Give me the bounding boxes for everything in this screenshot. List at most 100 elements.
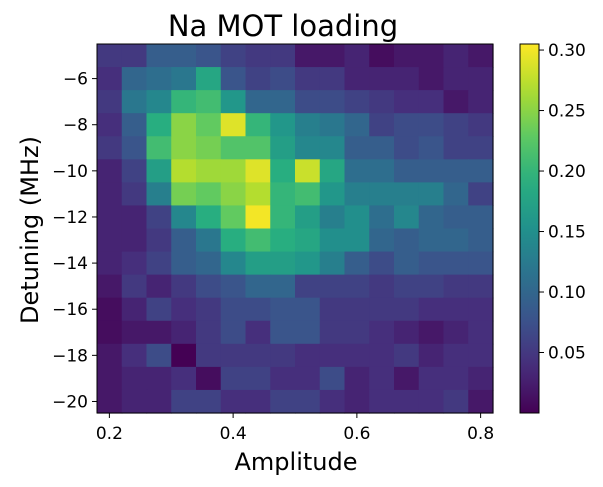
heatmap-cell [245, 67, 271, 91]
heatmap-cell [394, 67, 420, 91]
heatmap-cell [220, 297, 247, 322]
heatmap-cell [220, 251, 247, 276]
heatmap-cell [369, 297, 395, 322]
heatmap-cell [196, 320, 222, 345]
colorbar-tick-label: 0.05 [548, 344, 586, 364]
heatmap-cell [121, 205, 148, 230]
heatmap-cell [270, 205, 296, 230]
heatmap-cell [468, 389, 494, 414]
y-tick-label: −18 [52, 346, 88, 366]
heatmap-cell [121, 113, 148, 137]
heatmap-cell [295, 343, 321, 368]
heatmap-cell [418, 136, 445, 160]
heatmap-cell [97, 67, 123, 91]
chart-title: Na MOT loading [168, 9, 398, 43]
heatmap-cell [319, 297, 346, 322]
colorbar-frame [519, 43, 540, 414]
y-tick-label: −8 [63, 116, 88, 136]
heatmap-cell [146, 343, 172, 368]
heatmap-cell [220, 343, 247, 368]
heatmap-cell [468, 159, 494, 183]
heatmap-cell [245, 159, 271, 183]
heatmap-cell [196, 136, 222, 160]
x-axis-label: Amplitude [235, 448, 358, 476]
heatmap-cell [319, 274, 346, 299]
heatmap-cell [394, 389, 420, 414]
heatmap-cell [121, 136, 148, 160]
heatmap-cell [97, 228, 123, 253]
heatmap-cell [443, 274, 469, 299]
colorbar-tick-label: 0.25 [548, 102, 586, 122]
heatmap-cell [344, 90, 370, 114]
heatmap-cell [443, 228, 469, 253]
y-tick-label: −12 [52, 208, 88, 228]
heatmap-cell [270, 44, 296, 68]
heatmap-cell [97, 366, 123, 391]
heatmap-cell [443, 320, 469, 345]
heatmap-cell [468, 251, 494, 276]
heatmap-cell [418, 389, 445, 414]
heatmap-cell [245, 113, 271, 137]
heatmap-cell [97, 343, 123, 368]
heatmap-cell [394, 113, 420, 137]
heatmap-cell [319, 44, 346, 68]
heatmap-cell [369, 182, 395, 207]
heatmap-cell [121, 389, 148, 414]
heatmap-cell [394, 228, 420, 253]
heatmap-cell [394, 205, 420, 230]
x-tick-label: 0.8 [467, 424, 494, 444]
heatmap-cell [344, 113, 370, 137]
x-tick-label: 0.4 [220, 424, 247, 444]
heatmap-cell [344, 320, 370, 345]
heatmap-cell [270, 90, 296, 114]
heatmap-cell [369, 205, 395, 230]
heatmap-cell [295, 228, 321, 253]
y-axis-label: Detuning (MHz) [16, 136, 44, 324]
heatmap-cell [394, 182, 420, 207]
heatmap-cell [171, 182, 197, 207]
heatmap-cell [97, 182, 123, 207]
heatmap-cell [220, 44, 247, 68]
heatmap-cell [146, 90, 172, 114]
heatmap-cell [171, 159, 197, 183]
heatmap-cell [146, 320, 172, 345]
heatmap-cell [344, 44, 370, 68]
heatmap-cell [171, 297, 197, 322]
heatmap-cell [245, 343, 271, 368]
heatmap-cell [196, 251, 222, 276]
heatmap-cell [369, 366, 395, 391]
colorbar-tick-label: 0.15 [548, 223, 586, 243]
heatmap-cell [245, 90, 271, 114]
heatmap-cell [418, 159, 445, 183]
heatmap-cell [97, 320, 123, 345]
heatmap-cell [295, 136, 321, 160]
heatmap-cell [220, 228, 247, 253]
heatmap-cell [443, 113, 469, 137]
heatmap-cell [418, 182, 445, 207]
heatmap-cell [270, 228, 296, 253]
heatmap-cell [245, 136, 271, 160]
heatmap-cell [171, 343, 197, 368]
heatmap-cell [245, 366, 271, 391]
heatmap-cell [443, 251, 469, 276]
heatmap-cell [146, 182, 172, 207]
heatmap-cell [196, 389, 222, 414]
heatmap-cell [369, 389, 395, 414]
heatmap-cell [344, 205, 370, 230]
heatmap-cell [468, 136, 494, 160]
heatmap-cell [468, 297, 494, 322]
heatmap-cell [121, 44, 148, 68]
x-tick-label: 0.2 [96, 424, 123, 444]
heatmap-cell [319, 366, 346, 391]
heatmap-cell [468, 44, 494, 68]
heatmap-cell [369, 320, 395, 345]
heatmap-cell [97, 44, 123, 68]
y-tick-label: −10 [52, 162, 88, 182]
heatmap-cell [418, 297, 445, 322]
heatmap-cell [344, 251, 370, 276]
plot-frame [96, 43, 494, 414]
colorbar [520, 44, 539, 413]
heatmap-cell [196, 90, 222, 114]
heatmap-cell [295, 205, 321, 230]
